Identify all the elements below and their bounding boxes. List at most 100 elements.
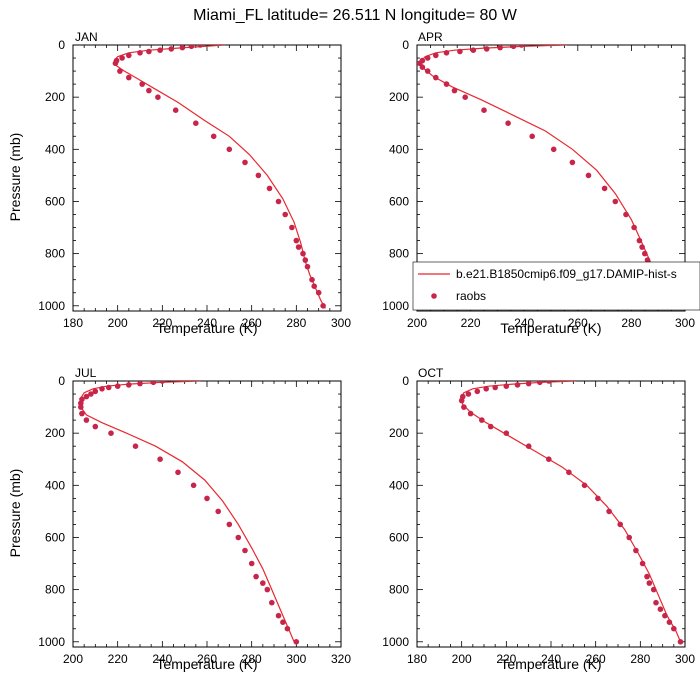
- raobs-point-oct: [479, 417, 485, 423]
- raobs-point-oct: [566, 469, 572, 476]
- raobs-point-jul: [175, 469, 181, 476]
- raobs-point-jul: [88, 391, 94, 397]
- raobs-point-jan: [320, 303, 326, 309]
- raobs-point-oct: [503, 383, 510, 390]
- raobs-point-jul: [132, 443, 139, 450]
- raobs-point-jul: [108, 430, 114, 437]
- x-tick-label-apr: 200: [407, 316, 427, 330]
- raobs-point-jul: [235, 534, 242, 541]
- raobs-point-apr: [497, 45, 503, 51]
- raobs-point-jul: [79, 410, 85, 417]
- raobs-point-jan: [282, 211, 289, 218]
- raobs-point-apr: [462, 94, 469, 100]
- y-tick-label-oct: 0: [402, 374, 409, 388]
- raobs-point-jan: [311, 283, 318, 290]
- plot-frame-oct: [416, 380, 686, 648]
- y-tick-label-jul: 200: [45, 426, 65, 440]
- raobs-point-jan: [157, 47, 163, 53]
- y-tick-label-jan: 800: [45, 247, 65, 261]
- x-tick-label-jul: 320: [331, 652, 351, 666]
- y-tick-label-oct: 800: [389, 583, 409, 597]
- x-tick-label-apr: 300: [675, 316, 695, 330]
- raobs-point-jul: [190, 482, 197, 489]
- raobs-point-jul: [284, 625, 291, 632]
- x-axis-label-jul: Temperature (K): [156, 656, 257, 672]
- y-tick-label-apr: 0: [402, 38, 409, 52]
- raobs-point-jul: [280, 619, 286, 625]
- y-tick-label-apr: 600: [389, 194, 409, 208]
- raobs-point-oct: [657, 606, 664, 612]
- raobs-point-jul: [78, 400, 84, 407]
- raobs-point-apr: [443, 81, 450, 87]
- y-tick-label-oct: 200: [389, 426, 409, 440]
- raobs-point-jan: [289, 224, 295, 231]
- x-tick-label-jul: 240: [152, 652, 172, 666]
- raobs-point-jul: [150, 381, 157, 386]
- legend-label-raobs: raobs: [456, 289, 486, 303]
- plot-frame-jul: [72, 380, 342, 648]
- raobs-point-jul: [242, 547, 248, 554]
- raobs-point-jul: [114, 383, 121, 390]
- panel-jan: JAN Temperature (K) Pressure (mb) 180 200…: [7, 30, 351, 336]
- panel-apr: APR Temperature (K) 200 220 240 260 280 300 0 2…: [382, 30, 700, 336]
- raobs-point-apr: [483, 46, 490, 52]
- legend-marker-swatch: [431, 293, 437, 299]
- legend-box: [412, 261, 700, 311]
- raobs-point-jul: [83, 417, 90, 423]
- raobs-point-jan: [210, 133, 217, 140]
- y-tick-label-oct: 600: [389, 530, 409, 544]
- y-tick-label-jul: 600: [45, 530, 65, 544]
- raobs-point-jan: [126, 52, 132, 59]
- raobs-point-apr: [433, 74, 439, 81]
- raobs-point-jul: [226, 521, 233, 528]
- raobs-point-jul: [78, 404, 84, 410]
- plot-frame-jan: [72, 44, 342, 312]
- raobs-point-jul: [137, 381, 143, 387]
- raobs-point-jan: [112, 60, 119, 67]
- raobs-point-oct: [514, 382, 521, 388]
- x-tick-label-apr: 260: [568, 316, 588, 330]
- y-tick-label-jan: 1000: [38, 299, 65, 313]
- raobs-point-apr: [443, 50, 450, 56]
- raobs-point-oct: [650, 586, 657, 593]
- raobs-point-oct: [492, 384, 499, 391]
- raobs-point-jan: [197, 45, 204, 48]
- x-tick-label-oct: 240: [541, 652, 561, 666]
- y-tick-label-apr: 800: [389, 247, 409, 261]
- raobs-point-apr: [424, 68, 431, 74]
- raobs-point-oct: [666, 619, 673, 625]
- raobs-point-oct: [633, 547, 639, 554]
- raobs-point-oct: [644, 573, 650, 580]
- x-axis-label-oct: Temperature (K): [500, 656, 601, 672]
- raobs-point-jan: [295, 244, 302, 250]
- raobs-point-apr: [510, 45, 517, 50]
- raobs-point-jan: [146, 48, 152, 55]
- raobs-point-oct: [677, 639, 684, 645]
- raobs-point-apr: [451, 87, 458, 94]
- raobs-point-jan: [172, 107, 179, 113]
- model-line-oct: [459, 381, 682, 643]
- y-tick-label-oct: 400: [389, 478, 409, 492]
- raobs-point-jul: [293, 639, 300, 645]
- raobs-point-jul: [92, 423, 99, 430]
- raobs-point-jan: [168, 46, 175, 52]
- raobs-point-jan: [266, 185, 273, 192]
- raobs-point-apr: [457, 48, 463, 55]
- raobs-point-jul: [99, 386, 105, 392]
- raobs-point-jan: [275, 198, 282, 205]
- y-tick-label-apr: 200: [389, 90, 409, 104]
- raobs-point-jul: [159, 381, 166, 384]
- model-line-jan: [113, 45, 326, 309]
- raobs-point-apr: [529, 133, 535, 140]
- raobs-point-oct: [537, 381, 543, 386]
- raobs-point-jan: [315, 289, 322, 296]
- raobs-point-jul: [157, 456, 163, 463]
- x-tick-label-jan: 280: [286, 316, 306, 330]
- raobs-point-jan: [293, 237, 300, 244]
- raobs-point-jan: [117, 68, 123, 74]
- raobs-point-oct: [465, 391, 472, 397]
- raobs-point-apr: [569, 159, 576, 166]
- x-tick-label-jan: 300: [331, 316, 351, 330]
- raobs-point-oct: [546, 381, 552, 384]
